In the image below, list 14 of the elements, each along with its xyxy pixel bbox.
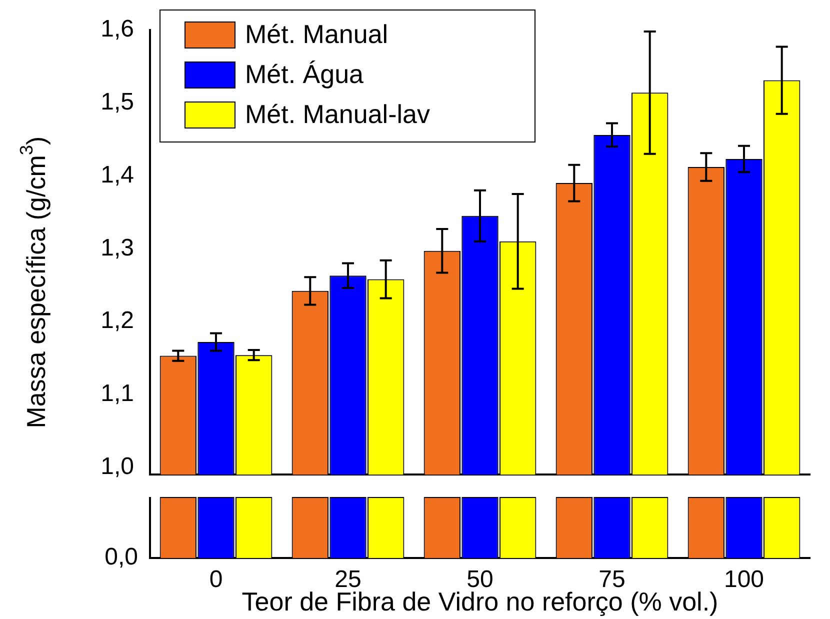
legend-label: Mét. Água: [245, 59, 364, 90]
y-tick-label: 1,6: [100, 16, 134, 43]
text: 0,0: [104, 544, 138, 571]
x-tick-label: 0: [209, 566, 223, 594]
y-tick-label: 1,1: [100, 380, 134, 408]
y-tick-label: 1,5: [100, 88, 134, 116]
legend-label: Mét. Manual: [245, 19, 388, 50]
y-axis-title: Massa específica (g/cm3): [16, 136, 52, 428]
x-tick-label: 100: [724, 566, 764, 594]
legend-label: Mét. Manual-lav: [245, 99, 430, 130]
y-tick-label: 1,2: [100, 307, 134, 334]
y-tick-label: 1,0: [100, 452, 134, 480]
y-tick-label: 1,3: [100, 234, 134, 262]
y-tick-label: 1,4: [100, 161, 134, 188]
